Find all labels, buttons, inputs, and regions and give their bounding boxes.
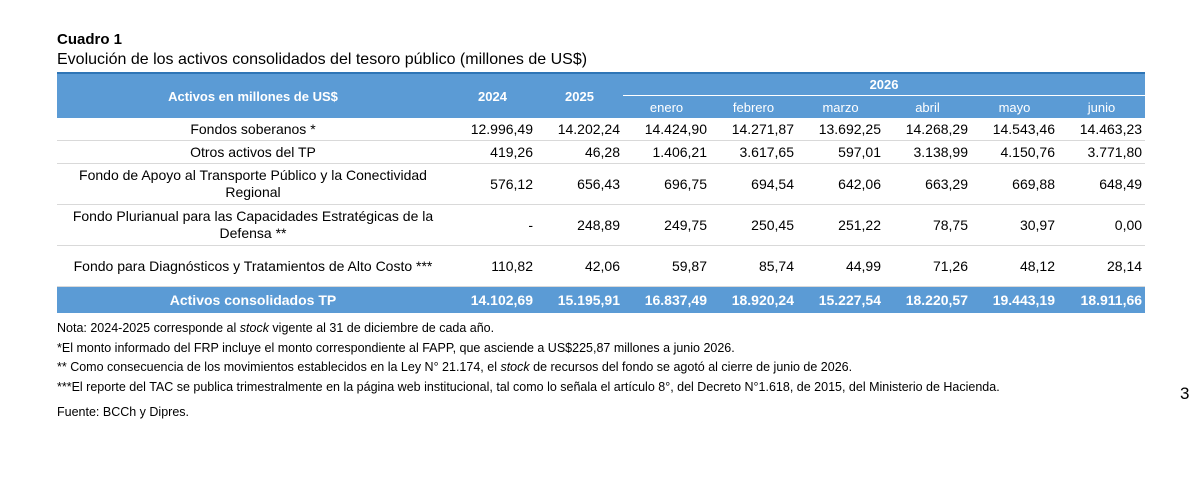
row-value: 1.406,21 — [623, 140, 710, 164]
header-month: enero — [623, 96, 710, 118]
row-value: 14.463,23 — [1058, 118, 1146, 141]
row-value: 656,43 — [536, 163, 623, 205]
row-value: 59,87 — [623, 245, 710, 287]
row-label: Otros activos del TP — [57, 140, 449, 164]
total-value: 18.920,24 — [710, 286, 797, 313]
row-value: 4.150,76 — [971, 140, 1058, 164]
row-value: 71,26 — [884, 245, 971, 287]
total-value: 18.220,57 — [884, 286, 971, 313]
row-value: 14.202,24 — [536, 118, 623, 141]
note-text: ** Como consecuencia de los movimientos … — [57, 360, 501, 374]
table-row: Fondo Plurianual para las Capacidades Es… — [57, 204, 1146, 246]
row-value: 419,26 — [449, 140, 536, 164]
row-value: 14.271,87 — [710, 118, 797, 141]
note-defense: ** Como consecuencia de los movimientos … — [57, 358, 1117, 378]
row-value: 110,82 — [449, 245, 536, 287]
row-value: 642,06 — [797, 163, 884, 205]
table-row: Otros activos del TP 419,26 46,28 1.406,… — [57, 140, 1146, 164]
row-value: 48,12 — [971, 245, 1058, 287]
row-value: 42,06 — [536, 245, 623, 287]
source-note: Fuente: BCCh y Dipres. — [57, 405, 189, 419]
row-label: Fondo Plurianual para las Capacidades Es… — [57, 204, 449, 246]
table-row: Fondo de Apoyo al Transporte Público y l… — [57, 163, 1146, 205]
row-label: Fondos soberanos * — [57, 118, 449, 141]
row-value: 3.617,65 — [710, 140, 797, 164]
row-value: 85,74 — [710, 245, 797, 287]
header-year-group: 2026 — [623, 72, 1146, 96]
total-row: Activos consolidados TP 14.102,69 15.195… — [57, 286, 1146, 313]
note-text: vigente al 31 de diciembre de cada año. — [268, 321, 495, 335]
note-tac: ***El reporte del TAC se publica trimest… — [57, 379, 1000, 394]
row-value: 694,54 — [710, 163, 797, 205]
row-value: 648,49 — [1058, 163, 1146, 205]
row-label: Fondo de Apoyo al Transporte Público y l… — [57, 163, 449, 205]
assets-table: Activos en millones de US$ 2024 2025 202… — [57, 72, 1146, 313]
note-period: Nota: 2024-2025 corresponde al stock vig… — [57, 319, 1117, 339]
row-value: 669,88 — [971, 163, 1058, 205]
header-month: abril — [884, 96, 971, 118]
total-value: 14.102,69 — [449, 286, 536, 313]
row-value: 3.138,99 — [884, 140, 971, 164]
row-value: 44,99 — [797, 245, 884, 287]
row-value: 249,75 — [623, 204, 710, 246]
row-value: 14.424,90 — [623, 118, 710, 141]
total-value: 19.443,19 — [971, 286, 1058, 313]
header-label: Activos en millones de US$ — [57, 72, 449, 118]
row-value: 597,01 — [797, 140, 884, 164]
row-value: - — [449, 204, 536, 246]
note-emphasis: stock — [239, 321, 269, 335]
page-number: 3 — [1180, 384, 1190, 403]
note-text: Nota: 2024-2025 corresponde al — [57, 321, 240, 335]
row-value: 248,89 — [536, 204, 623, 246]
row-value: 250,45 — [710, 204, 797, 246]
row-value: 663,29 — [884, 163, 971, 205]
note-text: de recursos del fondo se agotó al cierre… — [529, 360, 853, 374]
total-label: Activos consolidados TP — [57, 286, 449, 313]
header-month: mayo — [971, 96, 1058, 118]
row-value: 12.996,49 — [449, 118, 536, 141]
row-value: 14.268,29 — [884, 118, 971, 141]
row-value: 14.543,46 — [971, 118, 1058, 141]
total-value: 18.911,66 — [1058, 286, 1146, 313]
note-emphasis: stock — [500, 360, 530, 374]
row-value: 46,28 — [536, 140, 623, 164]
document-body: Cuadro 1 Evolución de los activos consol… — [57, 30, 1147, 423]
row-value: 696,75 — [623, 163, 710, 205]
table-subtitle: Evolución de los activos consolidados de… — [57, 51, 588, 68]
total-value: 15.195,91 — [536, 286, 623, 313]
note-frp: *El monto informado del FRP incluye el m… — [57, 340, 735, 355]
row-value: 576,12 — [449, 163, 536, 205]
row-label: Fondo para Diagnósticos y Tratamientos d… — [57, 245, 449, 287]
row-value: 28,14 — [1058, 245, 1146, 287]
row-value: 3.771,80 — [1058, 140, 1146, 164]
row-value: 0,00 — [1058, 204, 1146, 246]
header-month: marzo — [797, 96, 884, 118]
footnotes: Nota: 2024-2025 corresponde al stock vig… — [57, 319, 1117, 423]
header-month: febrero — [710, 96, 797, 118]
table-row: Fondos soberanos * 12.996,49 14.202,24 1… — [57, 118, 1146, 141]
table-title: Cuadro 1 — [57, 31, 123, 48]
row-value: 30,97 — [971, 204, 1058, 246]
row-value: 13.692,25 — [797, 118, 884, 141]
row-value: 78,75 — [884, 204, 971, 246]
header-month: junio — [1058, 96, 1146, 118]
header-year-2024: 2024 — [449, 72, 536, 118]
header-year-2025: 2025 — [536, 72, 623, 118]
header-year-group-label: 2026 — [623, 75, 1146, 96]
total-value: 15.227,54 — [797, 286, 884, 313]
table-row: Fondo para Diagnósticos y Tratamientos d… — [57, 245, 1146, 287]
total-value: 16.837,49 — [623, 286, 710, 313]
row-value: 251,22 — [797, 204, 884, 246]
